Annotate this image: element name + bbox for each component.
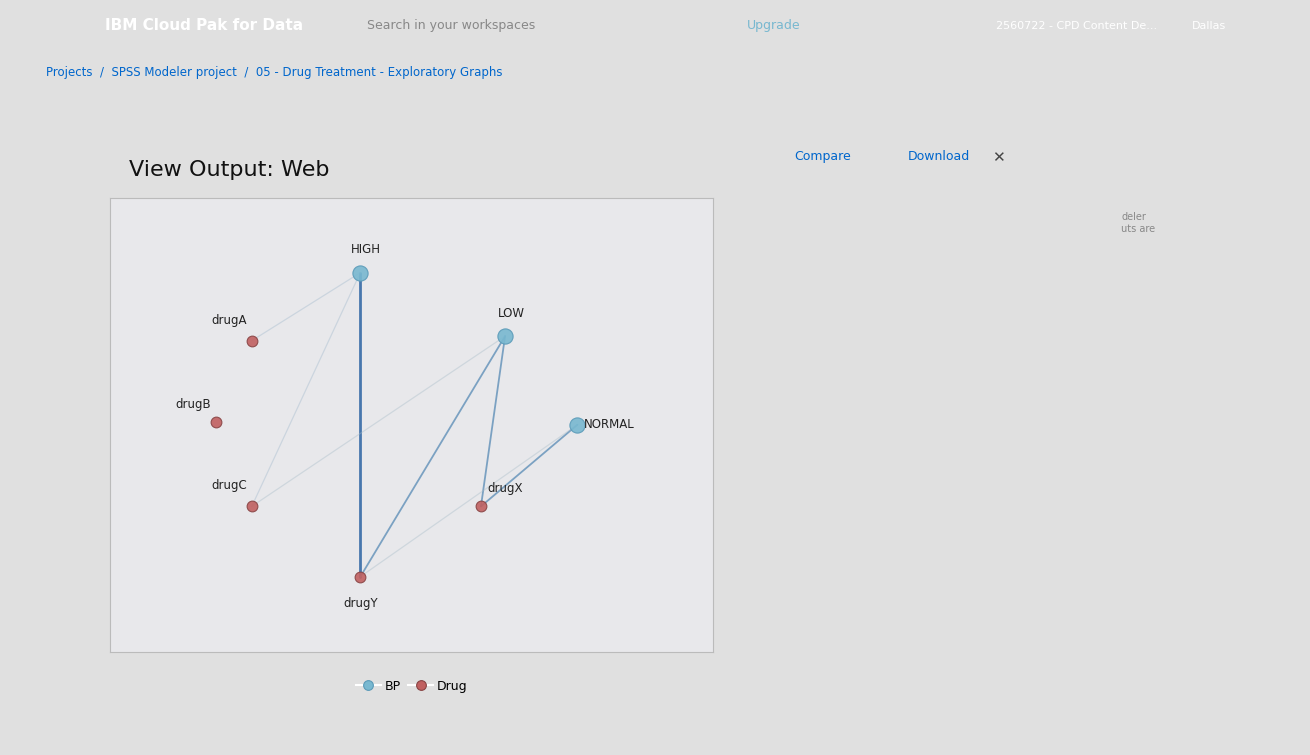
Point (470, 501, 491, 513)
Point (567, 418, 588, 430)
Point (241, 501, 262, 513)
Text: LOW: LOW (498, 307, 524, 320)
Text: deler
uts are: deler uts are (1121, 212, 1155, 233)
Text: IBM Cloud Pak for Data: IBM Cloud Pak for Data (105, 18, 303, 33)
Text: Search in your workspaces: Search in your workspaces (367, 19, 534, 32)
Point (350, 571, 371, 583)
Text: Download: Download (908, 150, 971, 163)
Text: drugC: drugC (211, 479, 248, 492)
Legend: BP, Drug: BP, Drug (351, 674, 473, 698)
Point (350, 267, 371, 279)
Text: HIGH: HIGH (351, 243, 381, 257)
Text: Upgrade: Upgrade (747, 19, 800, 32)
Text: drugX: drugX (487, 482, 523, 495)
Text: NORMAL: NORMAL (583, 418, 634, 431)
Text: Projects  /  SPSS Modeler project  /  05 - Drug Treatment - Exploratory Graphs: Projects / SPSS Modeler project / 05 - D… (46, 66, 502, 79)
Text: ✕: ✕ (992, 150, 1005, 165)
Text: drugA: drugA (211, 314, 248, 327)
Text: drugB: drugB (176, 398, 211, 411)
Point (206, 416, 227, 428)
Text: Dallas: Dallas (1192, 20, 1226, 31)
Text: Compare: Compare (794, 150, 850, 163)
Point (241, 334, 262, 347)
Point (495, 330, 516, 342)
Text: 2560722 - CPD Content De...: 2560722 - CPD Content De... (996, 20, 1157, 31)
Text: drugY: drugY (343, 597, 377, 611)
Text: View Output: Web: View Output: Web (128, 160, 330, 180)
